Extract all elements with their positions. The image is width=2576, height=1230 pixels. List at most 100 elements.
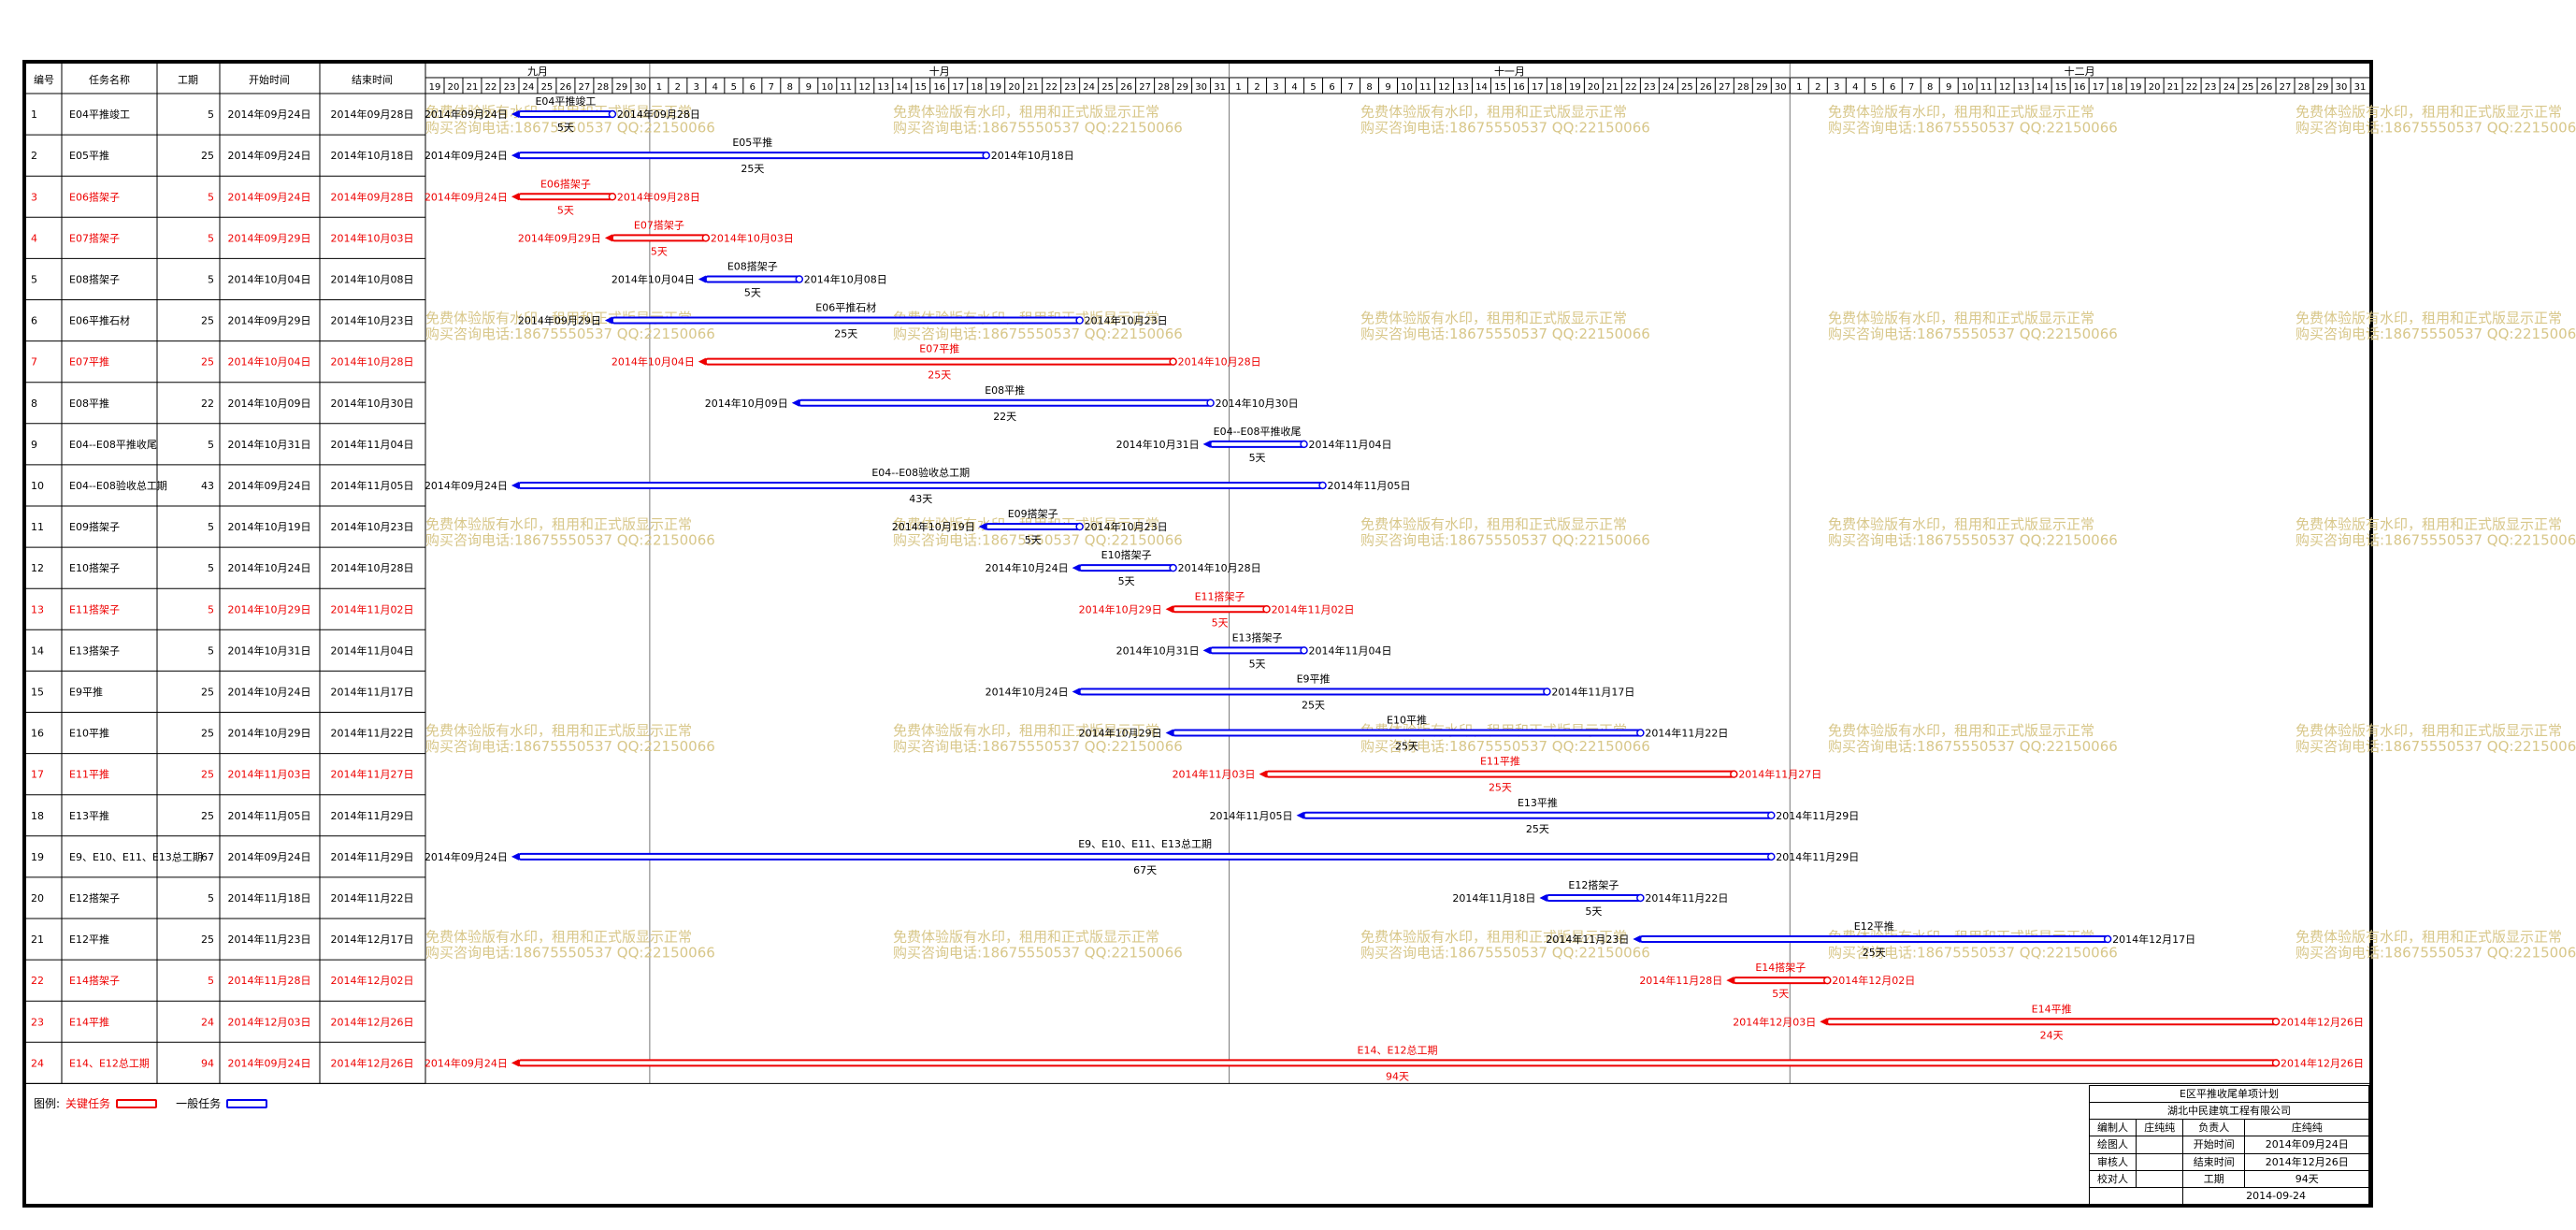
task-end-node bbox=[1300, 440, 1308, 449]
day-label: 24 bbox=[523, 82, 535, 93]
task-start: 2014年10月09日 bbox=[228, 397, 311, 410]
task-bar-end-date: 2014年11月05日 bbox=[1328, 479, 1411, 492]
task-end-node bbox=[2271, 1059, 2281, 1067]
gantt-frame bbox=[22, 60, 2373, 1208]
day-label: 31 bbox=[2354, 82, 2367, 93]
task-end-node bbox=[1206, 398, 1215, 407]
task-bar-start-date: 2014年09月24日 bbox=[425, 108, 508, 121]
task-id: 16 bbox=[31, 728, 44, 740]
watermark-text: 购买咨询电话:18675550537 QQ:22150066 bbox=[1828, 326, 2118, 342]
task-start-arrow bbox=[978, 523, 986, 531]
day-label: 15 bbox=[1494, 82, 1506, 93]
task-start: 2014年09月24日 bbox=[228, 479, 311, 492]
day-label: 11 bbox=[840, 82, 852, 93]
author-label: 编制人 bbox=[2088, 1119, 2137, 1137]
task-bar-start-date: 2014年10月29日 bbox=[1079, 602, 1162, 615]
task-duration: 5 bbox=[208, 439, 214, 451]
task-bar-start-date: 2014年10月31日 bbox=[1116, 644, 1200, 657]
task-end: 2014年11月27日 bbox=[331, 768, 414, 781]
task-bar-start-date: 2014年09月24日 bbox=[425, 479, 508, 492]
task-bar-start-date: 2014年09月24日 bbox=[425, 190, 508, 203]
task-bar-label: E09搭架子 bbox=[1008, 508, 1058, 520]
task-start-arrow bbox=[1259, 770, 1267, 778]
day-label: 6 bbox=[1329, 82, 1334, 93]
task-name: E08平推 bbox=[69, 397, 109, 410]
end-value: 2014年12月26日 bbox=[2244, 1152, 2369, 1171]
task-duration: 5 bbox=[208, 892, 214, 904]
watermark-text: 免费体验版有水印，租用和正式版显示正常 bbox=[1828, 722, 2094, 739]
task-bar-label: E04--E08验收总工期 bbox=[871, 466, 970, 479]
watermark-text: 购买咨询电话:18675550537 QQ:22150066 bbox=[425, 326, 715, 342]
task-start: 2014年11月28日 bbox=[228, 974, 311, 987]
task-bar-start-date: 2014年12月03日 bbox=[1733, 1015, 1816, 1028]
day-label: 21 bbox=[2167, 82, 2180, 93]
task-start: 2014年09月29日 bbox=[228, 231, 311, 244]
day-label: 6 bbox=[1890, 82, 1895, 93]
day-label: 10 bbox=[821, 82, 833, 93]
task-duration-label: 5天 bbox=[557, 122, 574, 134]
task-end-node bbox=[608, 109, 617, 119]
task-name: E04平推竣工 bbox=[69, 108, 130, 121]
task-start: 2014年09月24日 bbox=[228, 850, 311, 863]
task-id: 10 bbox=[31, 480, 44, 492]
task-bar-end-date: 2014年10月30日 bbox=[1216, 397, 1299, 410]
task-bar-end-date: 2014年10月28日 bbox=[1178, 561, 1261, 574]
task-id: 19 bbox=[31, 851, 44, 863]
task-start: 2014年11月05日 bbox=[228, 809, 311, 822]
task-end-node bbox=[2103, 934, 2112, 944]
task-duration: 25 bbox=[201, 810, 214, 822]
duration-value: 94天 bbox=[2244, 1169, 2369, 1188]
task-bar-start-date: 2014年11月03日 bbox=[1173, 768, 1256, 781]
task-bar bbox=[517, 481, 1324, 489]
day-label: 14 bbox=[2036, 82, 2049, 93]
task-bar bbox=[1078, 564, 1174, 572]
day-label: 5 bbox=[1310, 82, 1316, 93]
day-label: 16 bbox=[933, 82, 945, 93]
day-label: 20 bbox=[2149, 82, 2161, 93]
day-label: 26 bbox=[1700, 82, 1712, 93]
task-duration-label: 25天 bbox=[928, 369, 951, 382]
task-bar-label: E08平推 bbox=[985, 383, 1025, 397]
watermark-text: 免费体验版有水印，租用和正式版显示正常 bbox=[2295, 103, 2562, 120]
task-end: 2014年12月02日 bbox=[331, 974, 414, 987]
day-label: 7 bbox=[769, 82, 774, 93]
task-duration-label: 25天 bbox=[1302, 699, 1325, 711]
day-label: 20 bbox=[1588, 82, 1600, 93]
task-bar-end-date: 2014年09月28日 bbox=[617, 190, 700, 203]
watermark-text: 购买咨询电话:18675550537 QQ:22150066 bbox=[1828, 119, 2118, 136]
task-end: 2014年11月04日 bbox=[331, 644, 414, 657]
day-label: 20 bbox=[448, 82, 460, 93]
task-bar bbox=[517, 193, 613, 201]
header-start: 开始时间 bbox=[249, 73, 290, 86]
task-bar-label: E9平推 bbox=[1297, 672, 1331, 685]
task-end-node bbox=[1318, 481, 1327, 490]
task-bar-start-date: 2014年10月04日 bbox=[612, 272, 695, 285]
task-duration: 25 bbox=[201, 769, 214, 781]
task-name: E07搭架子 bbox=[69, 232, 120, 244]
watermark-text: 免费体验版有水印，租用和正式版显示正常 bbox=[2295, 310, 2562, 326]
day-label: 23 bbox=[504, 82, 516, 93]
task-duration: 5 bbox=[208, 109, 214, 121]
day-label: 4 bbox=[712, 82, 718, 93]
task-id: 8 bbox=[31, 398, 37, 410]
day-label: 23 bbox=[1064, 82, 1076, 93]
task-bar bbox=[1078, 687, 1548, 696]
watermark-text: 购买咨询电话:18675550537 QQ:22150066 bbox=[1828, 531, 2118, 548]
watermark-text: 免费体验版有水印，租用和正式版显示正常 bbox=[893, 928, 1159, 945]
task-bar-end-date: 2014年10月28日 bbox=[1178, 355, 1261, 369]
task-start-arrow bbox=[511, 481, 519, 489]
watermark-text: 免费体验版有水印，租用和正式版显示正常 bbox=[1828, 310, 2094, 326]
task-end-node bbox=[795, 275, 804, 283]
task-end: 2014年12月17日 bbox=[331, 933, 414, 946]
day-label: 10 bbox=[1962, 82, 1974, 93]
task-bar-end-date: 2014年12月17日 bbox=[2112, 933, 2195, 946]
task-duration-label: 5天 bbox=[1212, 616, 1229, 629]
task-bar-end-date: 2014年12月02日 bbox=[1832, 974, 1915, 987]
day-label: 18 bbox=[1550, 82, 1562, 93]
task-bar-label: E12平推 bbox=[1854, 919, 1894, 933]
day-label: 27 bbox=[2280, 82, 2292, 93]
task-bar-end-date: 2014年11月29日 bbox=[1776, 850, 1859, 863]
watermark-text: 购买咨询电话:18675550537 QQ:22150066 bbox=[2295, 531, 2576, 548]
task-bar-start-date: 2014年10月31日 bbox=[1116, 438, 1200, 451]
task-end: 2014年10月18日 bbox=[331, 149, 414, 162]
